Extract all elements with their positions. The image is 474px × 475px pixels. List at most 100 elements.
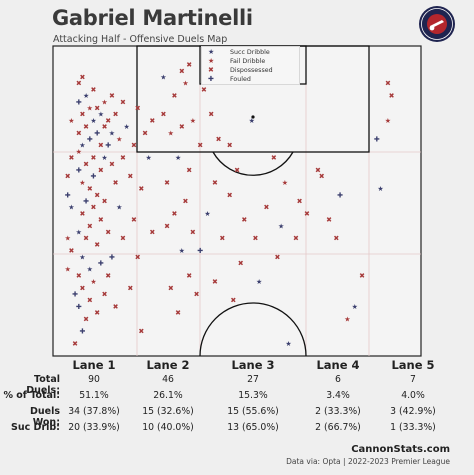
dispossessed-point: ✖ xyxy=(76,80,82,88)
table-cell: 15.3% xyxy=(238,390,268,401)
dispossessed-point: ✖ xyxy=(83,123,89,131)
dispossessed-point: ✖ xyxy=(120,154,126,162)
fail-dribble-point: ★ xyxy=(68,117,74,125)
dispossessed-point: ✖ xyxy=(149,229,155,237)
source-text: Data via: Opta | 2022-2023 Premier Leagu… xyxy=(286,457,450,466)
table-cell: 3 (42.9%) xyxy=(390,406,436,417)
dispossessed-point: ✖ xyxy=(304,210,310,218)
fouled-point: ✚ xyxy=(76,167,82,175)
brand-text: CannonStats.com xyxy=(351,444,450,455)
table-cell: 3.4% xyxy=(326,390,350,401)
succ-dribble-point: ★ xyxy=(160,74,166,82)
fail-dribble-point: ★ xyxy=(76,148,82,156)
dispossessed-point: ✖ xyxy=(91,154,97,162)
dispossessed-point: ✖ xyxy=(190,229,196,237)
dispossessed-point: ✖ xyxy=(138,185,144,193)
dispossessed-point: ✖ xyxy=(164,179,170,187)
dispossessed-point: ✖ xyxy=(212,179,218,187)
table-cell: 46 xyxy=(162,374,174,385)
dispossessed-point: ✖ xyxy=(333,235,339,243)
fail-dribble-point: ★ xyxy=(79,179,85,187)
fouled-point: ✚ xyxy=(94,129,100,137)
succ-dribble-point: ★ xyxy=(76,229,82,237)
dispossessed-point: ✖ xyxy=(172,92,178,100)
dispossessed-point: ✖ xyxy=(149,117,155,125)
dispossessed-point: ✖ xyxy=(105,229,111,237)
fouled-point: ✚ xyxy=(65,191,71,199)
table-cell: 6 xyxy=(335,374,341,385)
fouled-point: ✚ xyxy=(109,253,115,261)
penalty-arc xyxy=(212,151,294,176)
dispossessed-point: ✖ xyxy=(359,272,365,280)
fouled-point: ✚ xyxy=(374,136,380,144)
lane-5-header: Lane 5 xyxy=(391,358,435,372)
page-title: Gabriel Martinelli xyxy=(52,6,253,30)
dispossessed-point: ✖ xyxy=(113,179,119,187)
succ-dribble-point: ★ xyxy=(83,92,89,100)
fail-dribble-point: ★ xyxy=(101,98,107,106)
dispossessed-point: ✖ xyxy=(102,123,108,131)
dispossessed-point: ✖ xyxy=(160,111,166,119)
duel-points: ★★✚✖★✖★✖✚✖✖✚✖★✚★✖✚✖✖★★✖★✖✚★✖✖✚✖✖★✚✖✖★✖✖★… xyxy=(65,61,395,348)
dispossessed-point: ✖ xyxy=(127,173,133,181)
dispossessed-point: ✖ xyxy=(135,253,141,261)
succ-dribble-point: ★ xyxy=(109,129,115,137)
dispossessed-point: ✖ xyxy=(179,123,185,131)
dispossessed-point: ✖ xyxy=(80,210,86,218)
legend: ★ Succ Dribble ★ Fail Dribble ✖ Dispossesse… xyxy=(201,46,300,85)
table-cell: 34 (37.8%) xyxy=(68,406,120,417)
lane-1-header: Lane 1 xyxy=(72,358,116,372)
dispossessed-point: ✖ xyxy=(227,191,233,199)
dispossessed-point: ✖ xyxy=(164,222,170,230)
fouled-point: ✚ xyxy=(87,136,93,144)
dispossessed-point: ✖ xyxy=(83,160,89,168)
dispossessed-point: ✖ xyxy=(326,216,332,224)
row-label: Total Duels: xyxy=(26,374,60,396)
dispossessed-point: ✖ xyxy=(105,272,111,280)
lane-3-header: Lane 3 xyxy=(231,358,275,372)
fail-dribble-point: ★ xyxy=(385,117,391,125)
fouled-point: ✚ xyxy=(98,260,104,268)
dispossessed-point: ✖ xyxy=(315,167,321,175)
dispossessed-point: ✖ xyxy=(238,260,244,268)
succ-dribble-point: ★ xyxy=(116,204,122,212)
dispossessed-point: ✖ xyxy=(131,142,137,150)
succ-dribble-point: ★ xyxy=(123,123,129,131)
succ-dribble-point: ★ xyxy=(175,154,181,162)
fail-dribble-point: ★ xyxy=(87,105,93,113)
page-subtitle: Attacking Half - Offensive Duels Map xyxy=(53,34,228,45)
dispossessed-point: ✖ xyxy=(385,80,391,88)
dispossessed-point: ✖ xyxy=(252,235,258,243)
dispossessed-point: ✖ xyxy=(102,291,108,299)
dispossessed-point: ✖ xyxy=(168,284,174,292)
legend-item-dispossessed: ✖ Dispossessed xyxy=(208,66,273,74)
centre-circle xyxy=(199,302,307,357)
fouled-point: ✚ xyxy=(91,173,97,181)
dispossessed-point: ✖ xyxy=(179,67,185,75)
fail-dribble-point: ★ xyxy=(282,179,288,187)
lane-2-header: Lane 2 xyxy=(146,358,190,372)
fouled-point: ✚ xyxy=(80,328,86,336)
fouled-point: ✚ xyxy=(197,247,203,255)
dispossessed-point: ✖ xyxy=(264,204,270,212)
dispossessed-point: ✖ xyxy=(113,111,119,119)
dispossessed-point: ✖ xyxy=(68,247,74,255)
fail-dribble-point: ★ xyxy=(190,117,196,125)
dispossessed-point: ✖ xyxy=(80,284,86,292)
dispossessed-point: ✖ xyxy=(208,111,214,119)
dispossessed-point: ✖ xyxy=(98,167,104,175)
dispossessed-point: ✖ xyxy=(109,160,115,168)
succ-dribble-point: ★ xyxy=(377,185,383,193)
dispossessed-point: ✖ xyxy=(98,142,104,150)
succ-dribble-point: ★ xyxy=(79,253,85,261)
fail-dribble-point: ★ xyxy=(116,136,122,144)
dispossessed-point: ✖ xyxy=(120,98,126,106)
penalty-spot xyxy=(251,115,255,119)
dispossessed-point: ✖ xyxy=(142,129,148,137)
dispossessed-point: ✖ xyxy=(80,74,86,82)
fouled-point: ✚ xyxy=(105,142,111,150)
fail-dribble-point: ★ xyxy=(65,266,71,274)
succ-dribble-point: ★ xyxy=(249,117,255,125)
dispossessed-point: ✖ xyxy=(131,216,137,224)
